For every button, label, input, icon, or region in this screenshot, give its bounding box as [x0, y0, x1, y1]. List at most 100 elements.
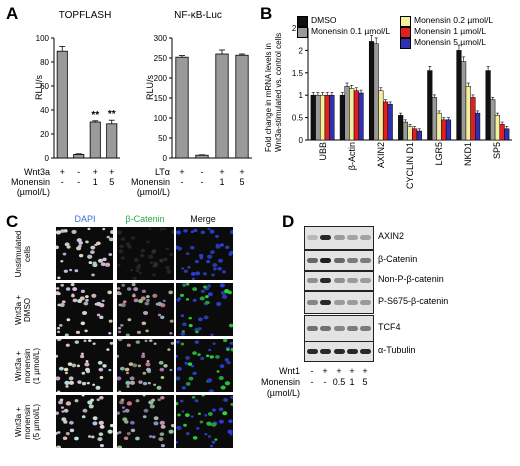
cell-nucleus	[204, 433, 208, 436]
b-legend-swatch	[400, 38, 411, 49]
cell-nucleus	[144, 301, 150, 306]
cell-nucleus	[62, 436, 68, 441]
cell-nucleus	[86, 381, 90, 385]
cell-nucleus	[80, 354, 85, 359]
cell-nucleus	[185, 298, 190, 301]
cell-nucleus	[188, 324, 193, 328]
cell-nucleus	[208, 348, 212, 352]
cell-nucleus	[228, 419, 233, 424]
b-bar	[368, 41, 375, 141]
b-legend-label: DMSO	[311, 15, 337, 25]
cell-nucleus	[230, 402, 233, 406]
cell-nucleus	[145, 329, 149, 333]
micrograph-cells	[117, 227, 174, 280]
blot-band	[320, 257, 331, 263]
cell-nucleus	[69, 428, 75, 433]
cell-nucleus	[165, 247, 169, 251]
cell-nucleus	[65, 385, 69, 388]
cell-nucleus	[209, 444, 214, 448]
topflash-row-label: Wnt3a	[23, 167, 50, 177]
cell-nucleus	[192, 287, 198, 292]
b-legend-label: Monensin 0.1 µmol/L	[311, 26, 391, 36]
blot-band	[320, 325, 331, 331]
cell-nucleus	[160, 376, 165, 379]
cell-nucleus	[133, 257, 139, 262]
b-bar	[441, 119, 447, 141]
cell-nucleus	[198, 253, 204, 258]
cell-nucleus	[171, 230, 174, 235]
blot-row-cell: +	[362, 366, 368, 376]
cell-nucleus	[117, 263, 121, 267]
micrograph-column-header: β-Catenin	[125, 214, 165, 224]
cell-nucleus	[160, 444, 165, 448]
cell-nucleus	[192, 351, 197, 355]
nfkb-row-cell: -	[180, 177, 184, 187]
cell-nucleus	[135, 269, 140, 273]
blot-band	[307, 348, 318, 354]
b-bar	[470, 97, 476, 141]
cell-nucleus	[74, 340, 80, 344]
cell-nucleus	[57, 303, 61, 307]
cell-nucleus	[203, 285, 207, 289]
cell-nucleus	[217, 258, 224, 263]
cell-nucleus	[79, 296, 85, 301]
b-bar	[499, 124, 505, 141]
b-bar	[445, 119, 452, 141]
cell-nucleus	[200, 356, 205, 361]
cell-nucleus	[190, 230, 194, 234]
cell-nucleus	[149, 261, 154, 265]
cell-nucleus	[176, 230, 182, 235]
cell-nucleus	[160, 395, 165, 400]
cell-nucleus	[102, 227, 106, 231]
cell-nucleus	[83, 339, 87, 342]
cell-nucleus	[131, 283, 136, 287]
cell-nucleus	[96, 241, 101, 246]
nfkb-row-cell: +	[179, 167, 185, 177]
cell-nucleus	[180, 314, 185, 318]
cell-nucleus	[130, 268, 134, 272]
nfkb-bar	[195, 154, 209, 159]
cell-nucleus	[143, 408, 149, 413]
nfkb-ytick-label: 50	[158, 134, 167, 143]
cell-nucleus	[206, 378, 213, 383]
b-bar	[310, 94, 316, 141]
cell-nucleus	[106, 348, 110, 351]
micrograph-cells	[176, 339, 233, 392]
cell-nucleus	[156, 385, 162, 390]
micrograph-panel	[56, 395, 113, 448]
cell-nucleus	[80, 289, 86, 294]
cell-nucleus	[206, 421, 212, 426]
cell-nucleus	[95, 385, 101, 390]
blot-band	[347, 257, 358, 263]
cell-nucleus	[69, 420, 74, 425]
cell-nucleus	[102, 257, 107, 262]
nfkb-ytick-label: 300	[154, 34, 168, 43]
cell-nucleus	[57, 276, 61, 280]
cell-nucleus	[92, 416, 98, 421]
cell-nucleus	[206, 354, 210, 358]
cell-nucleus	[159, 432, 165, 437]
cell-nucleus	[219, 243, 224, 247]
cell-nucleus	[56, 411, 59, 415]
cell-nucleus	[135, 265, 141, 270]
cell-nucleus	[98, 367, 104, 372]
cell-nucleus	[223, 398, 229, 402]
b-category-label: AXIN2	[375, 142, 386, 169]
blot-strip	[304, 291, 374, 314]
b-ytick-label: 0.5	[292, 114, 304, 123]
cell-nucleus	[199, 420, 204, 424]
blot-band	[347, 235, 358, 240]
cell-nucleus	[197, 412, 202, 416]
cell-nucleus	[210, 333, 214, 336]
cell-nucleus	[207, 435, 212, 438]
blot-band	[320, 278, 331, 283]
blot-band	[334, 257, 345, 263]
cell-nucleus	[102, 364, 107, 368]
cell-nucleus	[142, 310, 149, 316]
cell-nucleus	[181, 267, 185, 270]
cell-nucleus	[122, 300, 127, 304]
cell-nucleus	[146, 240, 150, 244]
cell-nucleus	[65, 401, 72, 406]
cell-nucleus	[108, 331, 112, 335]
cell-nucleus	[162, 299, 166, 303]
